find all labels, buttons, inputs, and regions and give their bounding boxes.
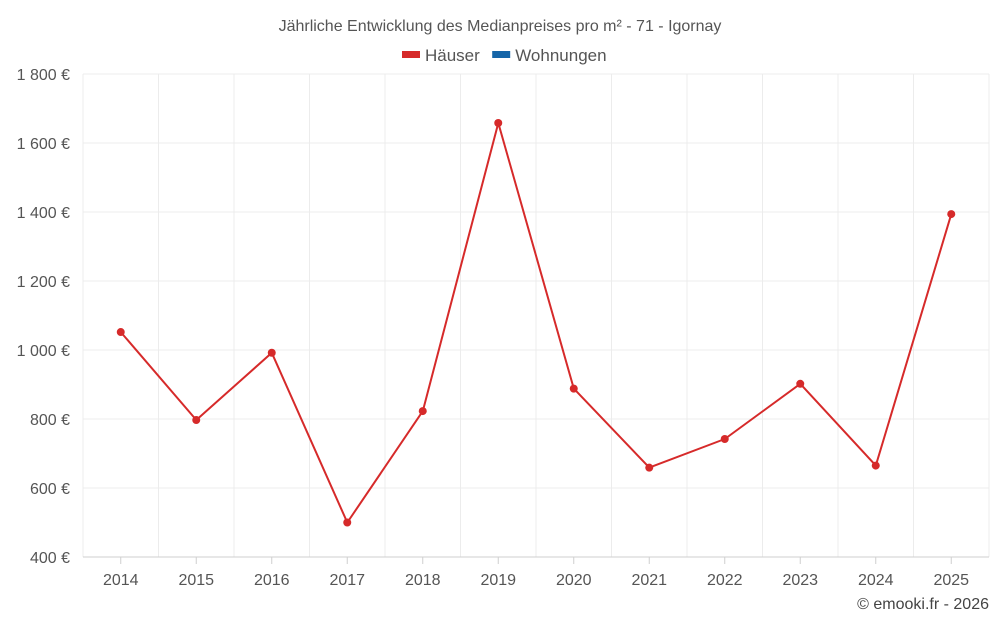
data-point[interactable] [494,118,503,127]
y-tick-label: 800 € [30,412,70,429]
legend-swatch [492,51,511,58]
x-tick-label: 2018 [405,572,441,589]
x-tick-label: 2016 [254,572,290,589]
data-point[interactable] [569,384,578,393]
x-tick-label: 2025 [933,572,969,589]
x-tick-label: 2019 [480,572,516,589]
y-tick-label: 1 400 € [17,205,70,222]
y-tick-label: 1 800 € [17,67,70,84]
y-axis: 400 € 600 € 800 € 1 000 € 1 200 € 1 400 € 1 60… [17,67,70,567]
legend-item-label[interactable]: Wohnungen [515,46,606,65]
series-line-0 [120,122,953,524]
y-tick-label: 1 000 € [17,343,70,360]
legend-item-label[interactable]: Häuser [425,46,480,65]
chart-title: Jährliche Entwicklung des Medianpreises … [279,18,722,35]
y-tick-label: 1 600 € [17,136,70,153]
data-point[interactable] [267,348,276,357]
data-point[interactable] [720,435,729,444]
credit-text: © emooki.fr - 2026 [857,596,989,613]
y-tick-label: 600 € [30,481,70,498]
x-tick-label: 2020 [556,572,592,589]
y-tick-label: 400 € [30,550,70,567]
legend-swatch [402,51,420,58]
data-point[interactable] [796,379,805,388]
x-tick-label: 2021 [631,572,667,589]
data-point[interactable] [418,407,427,416]
x-tick-label: 2014 [103,572,139,589]
y-tick-label: 1 200 € [17,274,70,291]
x-tick-label: 2024 [858,572,894,589]
x-tick-label: 2023 [782,572,818,589]
data-point[interactable] [116,328,125,337]
series-layer [116,118,956,527]
legend: Häuser Wohnungen [402,46,607,65]
x-axis: 2014 2015 2016 2017 2018 2019 2020 2021 2022 2023… [83,556,989,589]
data-point[interactable] [871,461,880,470]
data-point[interactable] [645,463,654,472]
data-point[interactable] [947,210,956,219]
x-tick-label: 2017 [329,572,365,589]
grid [82,73,990,557]
x-tick-label: 2015 [178,572,214,589]
data-point[interactable] [192,416,201,425]
x-tick-label: 2022 [707,572,743,589]
data-point[interactable] [343,518,352,527]
